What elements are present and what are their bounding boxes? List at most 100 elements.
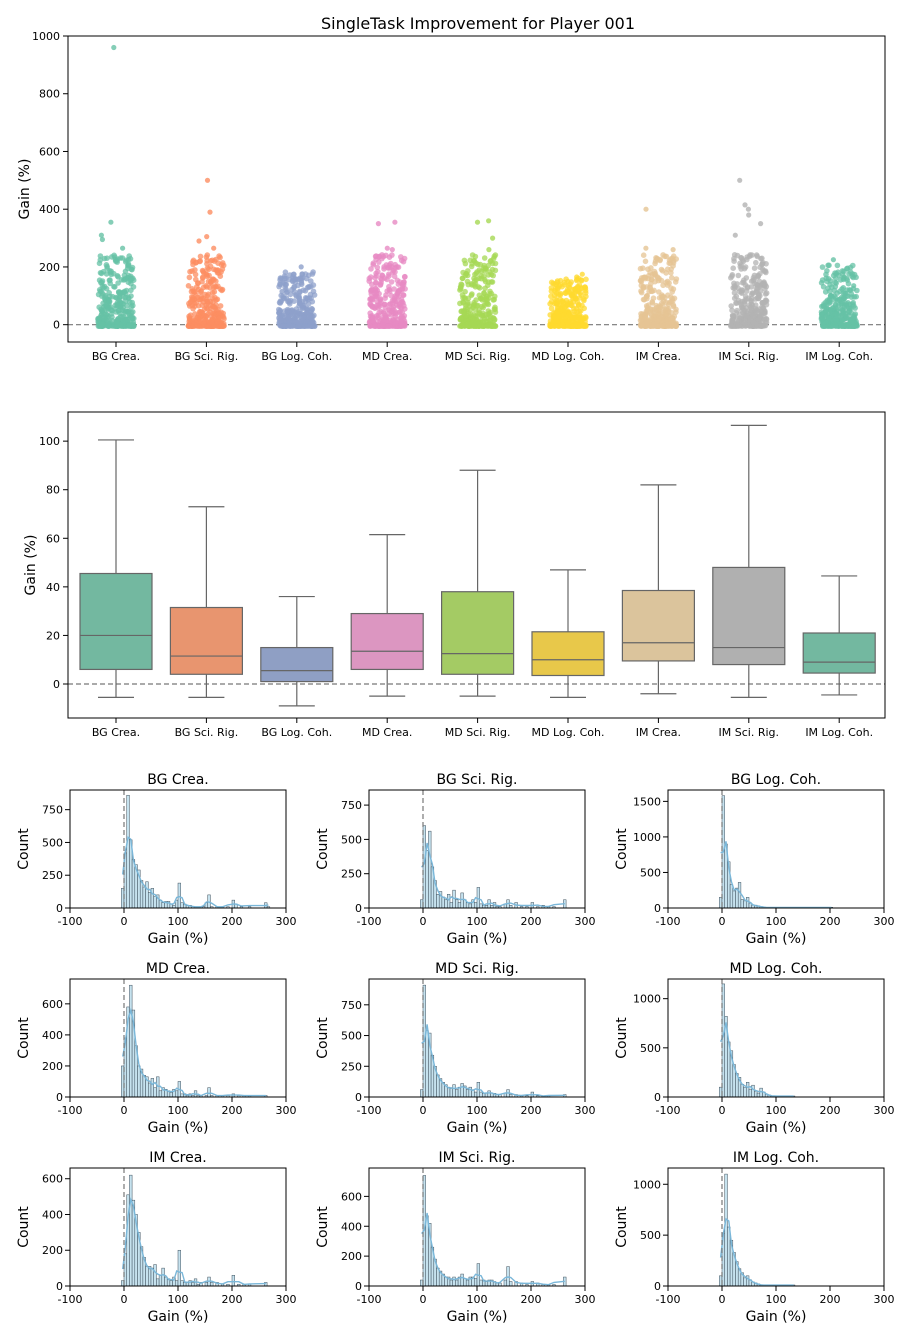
x-tick-label: IM Crea. [636,726,681,739]
strip-point [820,284,827,290]
strip-point [492,304,498,311]
histogram-bar [137,1065,141,1098]
strip-point [98,288,105,295]
histogram-bar [484,1093,489,1098]
strip-point [824,278,830,285]
x-tick-label: MD Log. Coh. [532,726,605,739]
strip-point [127,322,134,329]
strip-point [283,281,290,288]
strip-point [98,322,105,328]
strip-point [471,322,478,329]
x-tick-label: -100 [656,1293,681,1306]
x-axis-label: Gain (%) [746,931,807,947]
histogram-frame [667,789,885,909]
histogram-bar [207,1087,211,1098]
histogram-bar [509,1281,513,1287]
x-tick-label: 200 [820,1293,841,1306]
histogram-bar [751,1084,755,1098]
strip-point [578,277,585,284]
strip-point [846,312,852,319]
strip-point [377,296,384,302]
strip-point [107,280,113,287]
strip-point [125,262,132,269]
strip-point [366,275,373,282]
x-tick-label: 300 [276,915,297,928]
strip-point [370,318,377,325]
strip-point [463,302,469,309]
y-tick-label: 800 [39,88,60,101]
x-tick-label: -100 [357,1293,382,1306]
strip-outlier-point [98,232,104,238]
strip-point [373,253,380,259]
strip-point [186,274,193,281]
strip-point [109,293,116,300]
strip-point [464,321,471,328]
strip-point [99,279,105,286]
y-tick-label: 1000 [633,1178,661,1191]
strip-4 [366,219,408,329]
y-tick-label: 400 [42,1208,63,1221]
strip-point [283,295,290,301]
x-tick-label: 0 [719,1104,726,1117]
x-tick-label: 0 [121,915,128,928]
strip-point [219,287,225,294]
y-tick-label: 0 [355,1091,362,1104]
x-tick-label: 300 [575,915,596,928]
histogram-bar [721,983,725,1098]
histogram-bar [175,1280,179,1287]
strip-point [576,282,583,288]
strip-point [281,275,288,281]
x-tick-label: -100 [58,915,83,928]
x-tick-label: 300 [874,1104,895,1117]
strip-point [663,279,669,286]
histogram-bar [191,1282,195,1287]
x-tick-label: 200 [521,1293,542,1306]
strip-point [278,292,285,299]
strip-point [673,256,679,262]
strip-point [660,323,666,329]
strip-point [556,314,563,320]
strip-outlier-point [211,245,217,251]
strip-point [742,297,748,304]
strip-point [393,319,400,326]
x-tick-label: 200 [521,1104,542,1117]
histogram-bar [737,882,742,909]
strip-point [637,317,644,324]
strip-point [843,290,849,297]
box-1 [79,439,153,698]
strip-point [662,306,669,313]
strip-plot-frame [67,35,886,343]
histogram-bar [460,892,464,909]
strip-point [208,318,215,325]
strip-point [753,259,759,266]
histogram-bar [484,1281,489,1287]
strip-point [461,309,467,316]
strip-point [748,298,755,304]
y-tick-label: 20 [46,629,60,642]
box-iqr [441,591,515,675]
strip-outlier-point [732,232,738,238]
x-tick-label: 300 [276,1293,297,1306]
strip-outlier-point [670,247,676,253]
strip-point [559,321,566,328]
strip-point [286,322,293,329]
strip-point [824,268,830,274]
strip-point [647,269,653,276]
strip-point [292,279,299,286]
strip-outlier-point [204,177,211,183]
box-plot: 0 20 40 60 80 100 BG Crea. BG Sci. Rig. BG Log. … [23,411,886,739]
strip-point [849,316,855,323]
histogram-bar [756,1092,761,1098]
y-tick-label: 500 [341,833,362,846]
histogram-bar [476,887,480,909]
strip-point [668,270,674,276]
x-tick-label: 200 [222,915,243,928]
x-tick-label: 200 [820,915,841,928]
strip-point [96,304,102,311]
histogram-bar [460,1273,464,1287]
strip-point [459,275,466,282]
histogram-bar [177,882,181,909]
histogram-bar [145,881,149,909]
